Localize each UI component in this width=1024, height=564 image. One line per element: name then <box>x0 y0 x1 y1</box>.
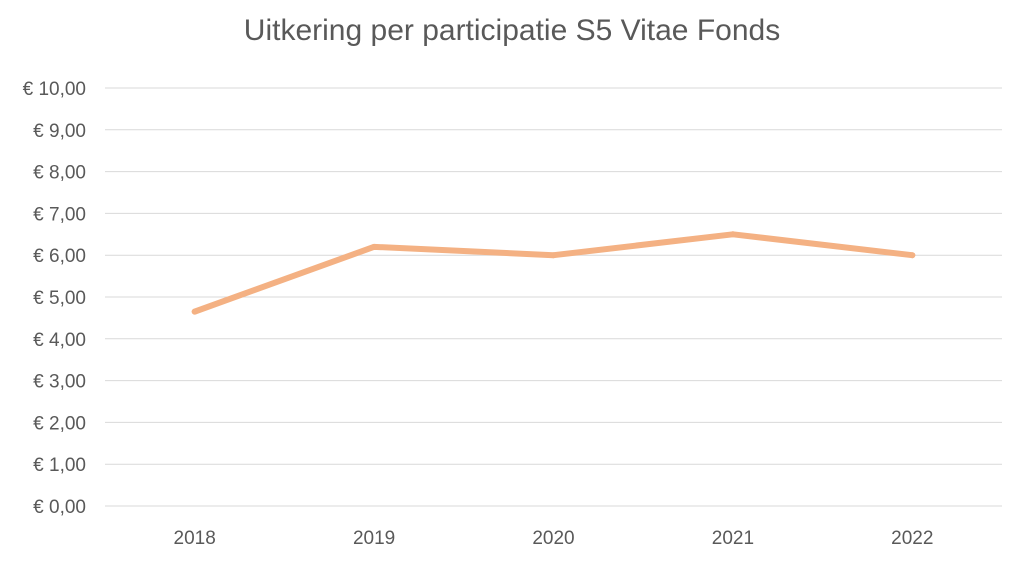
x-tick-label: 2022 <box>891 528 933 549</box>
y-tick-label: € 4,00 <box>33 330 86 351</box>
data-point <box>191 308 198 315</box>
x-tick-label: 2021 <box>712 528 754 549</box>
data-point <box>909 252 916 259</box>
y-tick-label: € 10,00 <box>23 79 86 100</box>
y-tick-label: € 0,00 <box>33 497 86 518</box>
x-tick-label: 2019 <box>353 528 395 549</box>
y-tick-label: € 8,00 <box>33 163 86 184</box>
x-tick-label: 2020 <box>532 528 574 549</box>
y-tick-label: € 5,00 <box>33 288 86 309</box>
chart-title: Uitkering per participatie S5 Vitae Fond… <box>243 14 781 47</box>
y-tick-label: € 3,00 <box>33 372 86 393</box>
y-tick-label: € 6,00 <box>33 246 86 267</box>
y-tick-label: € 7,00 <box>33 204 86 225</box>
data-point <box>729 231 736 238</box>
x-tick-label: 2018 <box>174 528 216 549</box>
data-point <box>371 243 378 250</box>
y-tick-label: € 1,00 <box>33 455 86 476</box>
series-line <box>191 231 916 315</box>
data-point <box>550 252 557 259</box>
y-tick-label: € 2,00 <box>33 413 86 434</box>
y-tick-label: € 9,00 <box>33 121 86 142</box>
